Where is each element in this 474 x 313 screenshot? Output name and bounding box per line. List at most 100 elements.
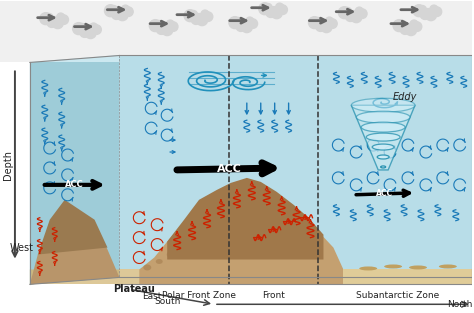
Circle shape — [278, 5, 287, 14]
Text: Polar Front Zone: Polar Front Zone — [162, 291, 236, 300]
Circle shape — [80, 28, 90, 37]
Ellipse shape — [356, 111, 410, 123]
FancyBboxPatch shape — [235, 20, 253, 23]
Ellipse shape — [384, 264, 402, 269]
Text: East: East — [142, 292, 162, 301]
Circle shape — [357, 9, 367, 18]
Circle shape — [59, 15, 68, 24]
Text: Plateau: Plateau — [113, 285, 155, 294]
Circle shape — [196, 14, 208, 26]
Circle shape — [57, 13, 64, 21]
FancyBboxPatch shape — [46, 16, 64, 19]
Ellipse shape — [156, 259, 163, 264]
Polygon shape — [139, 182, 343, 285]
Circle shape — [393, 20, 405, 32]
Circle shape — [40, 13, 52, 25]
Circle shape — [78, 23, 86, 31]
Circle shape — [156, 25, 166, 34]
Polygon shape — [30, 55, 119, 285]
Circle shape — [356, 7, 363, 15]
Text: Front: Front — [262, 291, 285, 300]
Circle shape — [92, 25, 101, 34]
Ellipse shape — [409, 265, 427, 269]
Circle shape — [430, 5, 438, 13]
Polygon shape — [30, 269, 472, 285]
Circle shape — [201, 10, 209, 18]
Circle shape — [405, 24, 417, 36]
Ellipse shape — [381, 166, 386, 168]
Text: ACC: ACC — [376, 189, 393, 198]
Circle shape — [425, 9, 437, 21]
Ellipse shape — [366, 133, 400, 141]
Ellipse shape — [178, 244, 186, 250]
Ellipse shape — [167, 251, 176, 258]
FancyBboxPatch shape — [110, 8, 128, 12]
Circle shape — [344, 8, 352, 15]
Bar — [0, 1, 472, 63]
Circle shape — [149, 20, 161, 32]
Circle shape — [314, 18, 322, 25]
Circle shape — [73, 23, 84, 34]
Polygon shape — [38, 200, 108, 254]
Circle shape — [264, 3, 272, 12]
Polygon shape — [30, 205, 119, 285]
Circle shape — [124, 7, 133, 17]
Text: South: South — [154, 297, 181, 306]
Circle shape — [326, 17, 333, 25]
Circle shape — [316, 22, 325, 31]
Circle shape — [184, 10, 196, 22]
Polygon shape — [351, 105, 415, 170]
Circle shape — [259, 3, 271, 15]
Ellipse shape — [439, 264, 457, 269]
FancyBboxPatch shape — [399, 23, 417, 27]
Circle shape — [110, 6, 118, 13]
Circle shape — [190, 11, 198, 18]
Circle shape — [168, 22, 178, 31]
Circle shape — [191, 15, 201, 24]
Circle shape — [266, 8, 275, 18]
Circle shape — [271, 8, 282, 19]
Circle shape — [338, 7, 350, 19]
Text: Depth: Depth — [3, 150, 13, 180]
Circle shape — [309, 17, 320, 28]
Circle shape — [234, 18, 242, 25]
Circle shape — [203, 12, 213, 22]
Text: West: West — [10, 243, 34, 253]
Text: Eddy: Eddy — [393, 92, 418, 102]
Circle shape — [85, 28, 96, 38]
Circle shape — [419, 6, 426, 13]
Circle shape — [321, 22, 332, 33]
FancyBboxPatch shape — [155, 23, 173, 27]
Text: North: North — [447, 300, 473, 309]
Circle shape — [47, 18, 56, 28]
Circle shape — [155, 20, 163, 28]
FancyBboxPatch shape — [314, 20, 333, 23]
FancyBboxPatch shape — [190, 13, 208, 17]
Circle shape — [420, 10, 430, 19]
Circle shape — [45, 13, 53, 22]
Circle shape — [229, 17, 241, 28]
FancyBboxPatch shape — [419, 8, 437, 12]
Circle shape — [236, 22, 246, 31]
Polygon shape — [343, 269, 472, 285]
Ellipse shape — [143, 264, 151, 270]
Circle shape — [90, 23, 98, 31]
Circle shape — [346, 12, 355, 22]
FancyBboxPatch shape — [78, 26, 97, 29]
Circle shape — [400, 25, 410, 34]
Ellipse shape — [351, 98, 415, 112]
Circle shape — [328, 19, 337, 28]
Circle shape — [412, 22, 422, 31]
Polygon shape — [30, 55, 472, 63]
Circle shape — [432, 7, 442, 17]
FancyBboxPatch shape — [344, 10, 363, 13]
Circle shape — [351, 12, 362, 23]
Circle shape — [276, 3, 283, 11]
Circle shape — [248, 19, 257, 28]
Text: ACC: ACC — [65, 180, 84, 189]
Circle shape — [246, 17, 254, 25]
Polygon shape — [167, 178, 323, 259]
Ellipse shape — [372, 144, 394, 150]
Circle shape — [162, 24, 173, 36]
Circle shape — [52, 18, 64, 28]
